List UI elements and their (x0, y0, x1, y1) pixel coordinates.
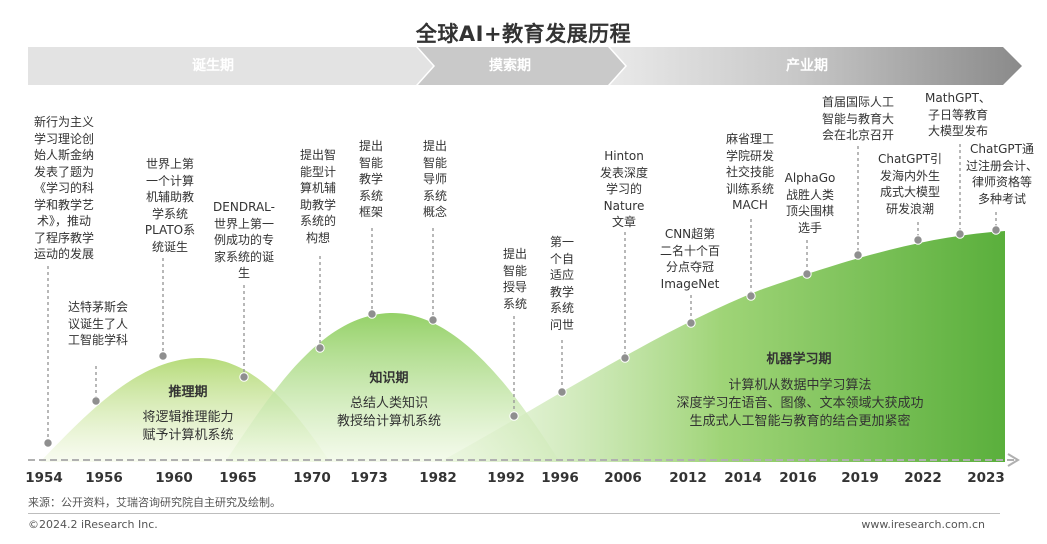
year-label: 2016 (779, 470, 817, 486)
event-1954: 新行为主义 学习理论创 始人斯金纳 发表了题为 《学习的科 学和教学艺 术》，推… (33, 115, 94, 261)
event-marker-dot (315, 343, 325, 353)
copyright: ©2024.2 iResearch Inc. (28, 518, 158, 531)
event-marker-dot (853, 250, 863, 260)
event-marker-dot (428, 315, 438, 325)
year-label: 1965 (219, 470, 257, 486)
era-desc-knowledge: 总结人类知识 教授给计算机系统 (336, 396, 441, 429)
year-label: 2014 (724, 470, 762, 486)
event-1996: 第一 个自 适应 教学 系统 问世 (549, 235, 574, 332)
event-2012: CNN超第 二名十个百 分点夺冠 ImageNet (659, 227, 720, 291)
era-title-knowledge: 知识期 (369, 371, 409, 386)
event-2023-models: MathGPT、 子日等教育 大模型发布 (925, 91, 991, 138)
event-1956: 达特茅斯会 议诞生了人 工智能学科 (67, 300, 128, 347)
event-marker-dot (620, 353, 630, 363)
year-label: 1996 (541, 470, 579, 486)
event-1992: 提出 智能 授导 系统 (502, 247, 527, 311)
event-marker-dot (158, 351, 168, 361)
year-label: 1973 (350, 470, 388, 486)
time-axis-arrowhead (1007, 453, 1020, 467)
event-2014: 麻省理工 学院研发 社交技能 训练系统 MACH (725, 132, 774, 212)
source-note: 来源：公开资料，艾瑞咨询研究院自主研究及绘制。 (28, 496, 281, 509)
event-marker-dot (913, 235, 923, 245)
footer-divider (28, 513, 1000, 514)
era-desc-machine-learning: 计算机从数据中学习算法 深度学习在语音、图像、文本领域大获成功 生成式人工智能与… (676, 378, 924, 429)
phase-arrow-explore (418, 47, 625, 85)
phase-label-industry: 产业期 (786, 58, 828, 74)
year-label: 2012 (669, 470, 707, 486)
year-label: 1970 (293, 470, 331, 486)
era-desc-reasoning: 将逻辑推理能力 赋予计算机系统 (142, 410, 234, 443)
year-label: 2019 (841, 470, 879, 486)
event-2023-exams: ChatGPT通 过注册会计、 律师资格等 多种考试 (965, 142, 1038, 206)
event-marker-dot (802, 269, 812, 279)
event-1965: DENDRAL- 世界上第一 例成功的专 家系统的诞 生 (213, 200, 275, 280)
event-markers (43, 144, 1001, 448)
event-marker-dot (557, 387, 567, 397)
year-label: 1954 (25, 470, 63, 486)
phase-bar (28, 47, 1022, 85)
event-marker-dot (991, 225, 1001, 235)
year-label: 1960 (155, 470, 193, 486)
event-marker-dot (509, 411, 519, 421)
phase-label-birth: 诞生期 (192, 58, 234, 74)
event-marker-dot (746, 291, 756, 301)
event-marker-dot (955, 229, 965, 239)
year-label: 2022 (904, 470, 942, 486)
year-label: 2023 (967, 470, 1005, 486)
phase-arrow-industry (610, 47, 1022, 85)
event-marker-dot (686, 318, 696, 328)
event-marker-dot (239, 372, 249, 382)
year-label: 1956 (85, 470, 123, 486)
event-1982: 提出 智能 导师 系统 概念 (422, 139, 447, 219)
event-1960: 世界上第 一个计算 机辅助教 学系统 PLATO系 统诞生 (144, 157, 196, 254)
era-hill-knowledge (225, 312, 560, 462)
era-title-reasoning: 推理期 (168, 385, 208, 400)
phase-label-explore: 摸索期 (489, 58, 531, 74)
era-title-machine-learning: 机器学习期 (766, 352, 832, 367)
event-2022: ChatGPT引 发海内外生 成式大模型 研发浪潮 (878, 152, 942, 216)
event-2006: Hinton 发表深度 学习的 Nature 文章 (599, 149, 648, 229)
event-1973: 提出 智能 教学 系统 框架 (358, 139, 383, 219)
era-hill-machine-learning (440, 231, 1005, 462)
event-marker-dot (367, 309, 377, 319)
page-title: 全球AI+教育发展历程 (415, 22, 632, 46)
event-2016: AlphaGo 战胜人类 顶尖围棋 选手 (784, 171, 836, 235)
website-link[interactable]: www.iresearch.com.cn (861, 518, 985, 531)
event-marker-dot (91, 396, 101, 406)
event-marker-dot (43, 438, 53, 448)
year-label: 1992 (487, 470, 525, 486)
event-1970: 提出智 能型计 算机辅 助教学 系统的 构想 (299, 148, 336, 245)
event-2019-conference: 首届国际人工 智能与教育大 会在北京召开 (821, 95, 894, 142)
year-label: 2006 (604, 470, 642, 486)
year-label: 1982 (419, 470, 457, 486)
phase-arrow-birth (28, 47, 433, 85)
